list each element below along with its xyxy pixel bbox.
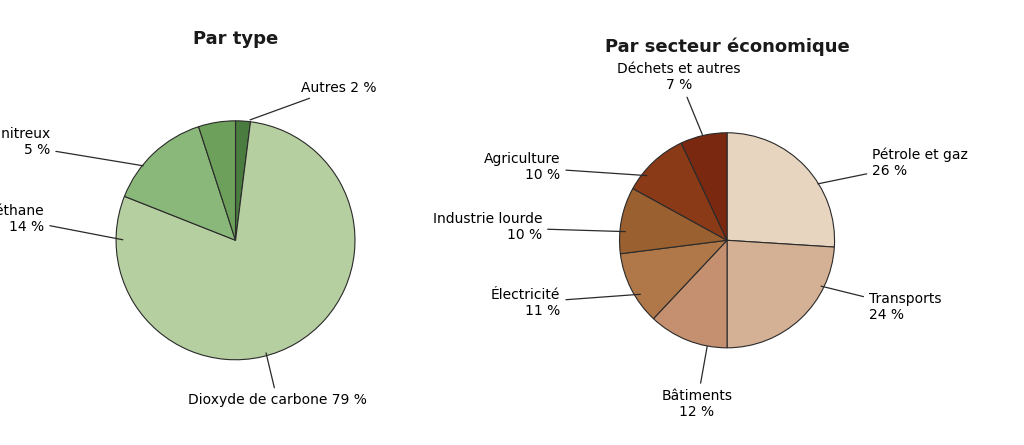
Text: Électricité
11 %: Électricité 11 % <box>492 287 640 318</box>
Wedge shape <box>620 189 727 254</box>
Text: Agriculture
10 %: Agriculture 10 % <box>484 152 647 182</box>
Text: Méthane
14 %: Méthane 14 % <box>0 204 123 240</box>
Text: Dioxyde de carbone 79 %: Dioxyde de carbone 79 % <box>187 353 367 407</box>
Wedge shape <box>727 240 835 348</box>
Text: Déchets et autres
7 %: Déchets et autres 7 % <box>616 62 740 134</box>
Text: Pétrole et gaz
26 %: Pétrole et gaz 26 % <box>818 148 968 184</box>
Title: Par secteur économique: Par secteur économique <box>604 37 850 56</box>
Text: Transports
24 %: Transports 24 % <box>821 286 941 322</box>
Wedge shape <box>653 240 727 348</box>
Wedge shape <box>633 143 727 240</box>
Text: Autres 2 %: Autres 2 % <box>250 81 377 120</box>
Text: Oxyde nitreux
5 %: Oxyde nitreux 5 % <box>0 127 143 166</box>
Wedge shape <box>199 121 236 240</box>
Text: Bâtiments
12 %: Bâtiments 12 % <box>662 346 732 419</box>
Text: Industrie lourde
10 %: Industrie lourde 10 % <box>432 212 626 243</box>
Wedge shape <box>116 122 355 360</box>
Title: Par type: Par type <box>193 30 279 49</box>
Wedge shape <box>681 133 727 240</box>
Wedge shape <box>727 133 835 247</box>
Wedge shape <box>125 127 236 240</box>
Wedge shape <box>236 121 251 240</box>
Wedge shape <box>621 240 727 319</box>
